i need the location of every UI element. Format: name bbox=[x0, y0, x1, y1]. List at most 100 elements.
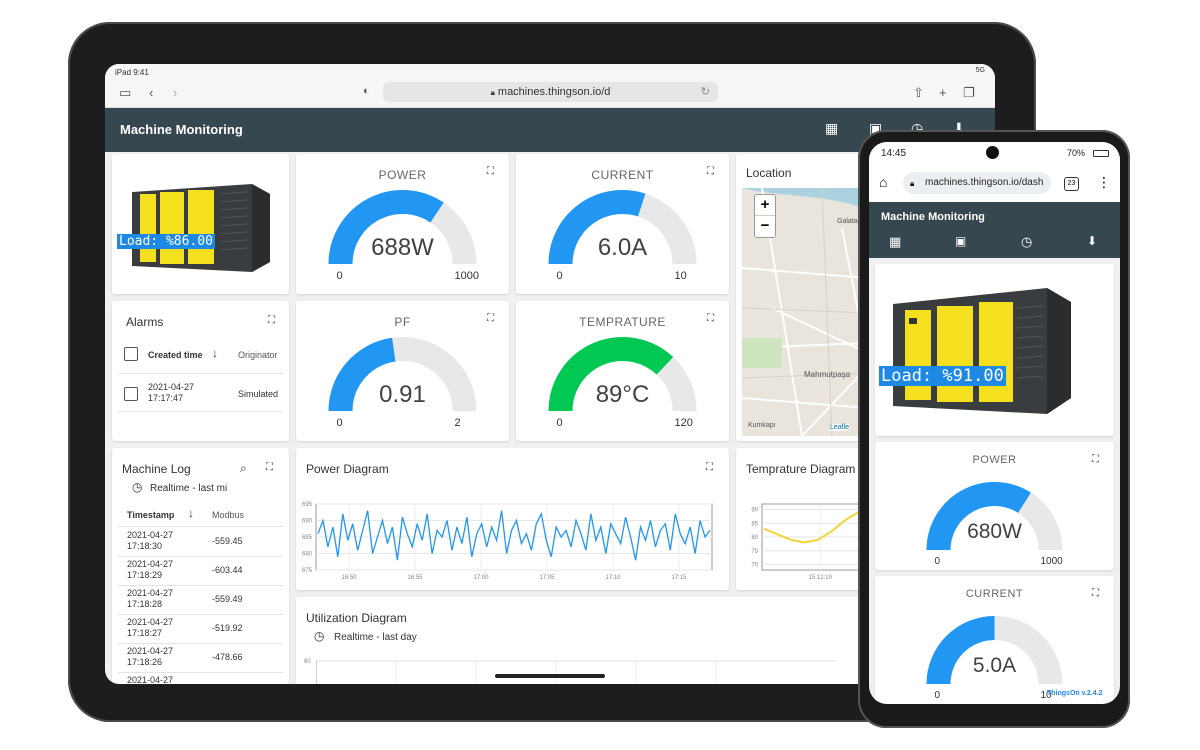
map-attribution-link[interactable]: Leafle bbox=[830, 424, 850, 431]
battery-percent: 70% bbox=[1067, 148, 1086, 158]
temperature-gauge-card: TEMPRATURE ⛶ 89°C 0 120 bbox=[516, 301, 729, 441]
phone-address-bar[interactable]: machines.thingson.io/dash bbox=[903, 172, 1051, 194]
gauge-max: 1000 bbox=[454, 270, 479, 282]
gauge-fill bbox=[328, 337, 396, 412]
column-header-modbus[interactable]: Modbus bbox=[212, 510, 245, 520]
new-tab-icon[interactable]: + bbox=[939, 85, 947, 100]
phone-current-gauge-card: CURRENT ⛶ 5.0A 0 10 bbox=[875, 576, 1114, 704]
log-timestamp: 2021-04-27 17:18:28 bbox=[127, 588, 174, 609]
compressor-image bbox=[132, 184, 270, 272]
y-tick-label: 70 bbox=[751, 563, 758, 569]
download-icon[interactable]: ⬇ bbox=[1087, 234, 1098, 248]
fullscreen-icon[interactable]: ⛶ bbox=[1092, 454, 1099, 465]
devices-icon[interactable]: ▣ bbox=[955, 234, 967, 248]
download-icon[interactable]: ⬇ bbox=[953, 120, 965, 136]
column-header-created-time[interactable]: Created time bbox=[148, 350, 203, 360]
y-tick-label: 675 bbox=[302, 568, 313, 574]
phone-status-bar: 14:45 70% bbox=[869, 142, 1120, 166]
fullscreen-icon[interactable]: ⛶ bbox=[487, 166, 494, 177]
row-checkbox[interactable] bbox=[124, 387, 138, 401]
location-title: Location bbox=[746, 166, 792, 180]
select-all-checkbox[interactable] bbox=[124, 347, 138, 361]
y-tick-label: 85 bbox=[751, 521, 758, 527]
sidebar-icon[interactable]: ▭ bbox=[119, 85, 132, 100]
app-header: Machine Monitoring ▦ ▣ ◷ ⬇ bbox=[105, 108, 995, 152]
timewindow-label[interactable]: Realtime - last day bbox=[334, 632, 417, 643]
log-value: -478.66 bbox=[212, 652, 243, 662]
utilization-diagram-title: Utilization Diagram bbox=[306, 611, 407, 625]
sort-down-icon[interactable]: ↓ bbox=[212, 346, 218, 360]
log-value: -519.92 bbox=[212, 623, 243, 633]
column-header-timestamp[interactable]: Timestamp bbox=[127, 510, 175, 520]
gauge-label: TEMPRATURE bbox=[579, 315, 666, 329]
zoom-out-button[interactable]: − bbox=[760, 217, 770, 234]
pf-gauge-card: PF ⛶ 0.91 0 2 bbox=[296, 301, 509, 441]
y-tick-label: 685 bbox=[302, 535, 313, 541]
gauge-arc bbox=[328, 190, 477, 265]
home-icon[interactable]: ⌂ bbox=[879, 174, 888, 190]
fullscreen-icon[interactable]: ⛶ bbox=[707, 166, 714, 177]
fullscreen-icon[interactable]: ⛶ bbox=[706, 462, 713, 473]
forward-icon[interactable]: › bbox=[173, 85, 178, 100]
utilization-chart-grid bbox=[316, 660, 836, 684]
gauge-max: 120 bbox=[674, 417, 693, 429]
timewindow-label[interactable]: Realtime - last mi bbox=[150, 483, 228, 494]
log-value: -559.45 bbox=[212, 536, 243, 546]
share-icon[interactable]: ⇧ bbox=[913, 85, 924, 100]
more-menu-icon[interactable]: ⋮ bbox=[1097, 174, 1111, 190]
app-title: Machine Monitoring bbox=[120, 122, 243, 137]
gauge-arc bbox=[548, 190, 697, 265]
fullscreen-icon[interactable]: ⛶ bbox=[1092, 588, 1099, 599]
sort-down-icon[interactable]: ↓ bbox=[188, 506, 194, 520]
lock-icon: 🔒︎ bbox=[910, 179, 915, 188]
zoom-in-button[interactable]: + bbox=[755, 195, 775, 216]
divider bbox=[118, 585, 283, 586]
alarm-originator: Simulated bbox=[238, 389, 279, 399]
gauge-max: 2 bbox=[454, 417, 461, 429]
status-time: 14:45 bbox=[881, 148, 907, 159]
divider bbox=[118, 672, 283, 673]
fullscreen-icon[interactable]: ⛶ bbox=[266, 462, 273, 473]
y-tick-label: 680 bbox=[302, 552, 313, 558]
x-tick-label: 17:00 bbox=[473, 575, 489, 581]
fullscreen-icon[interactable]: ⛶ bbox=[707, 313, 714, 324]
log-timestamp: 2021-04-27 17:18:27 bbox=[127, 617, 174, 638]
gauge-value: 5.0A bbox=[972, 654, 1017, 677]
front-camera bbox=[986, 146, 999, 159]
gauge-min: 0 bbox=[934, 690, 941, 701]
phone-app-title: Machine Monitoring bbox=[881, 211, 985, 223]
gauge-label: POWER bbox=[972, 454, 1017, 466]
gauge-fill bbox=[926, 482, 1031, 551]
privacy-shield-icon[interactable]: ◐ bbox=[363, 85, 370, 97]
x-tick-label: 17:10 bbox=[605, 575, 621, 581]
gauge-arc bbox=[926, 616, 1063, 685]
power-gauge-card: POWER ⛶ 688W 0 1000 bbox=[296, 154, 509, 294]
gauge-fill bbox=[548, 190, 646, 265]
column-header-originator[interactable]: Originator bbox=[238, 350, 278, 360]
divider bbox=[118, 556, 283, 557]
version-footer: ThingsOn v.2.4.2 bbox=[1047, 690, 1103, 697]
gauge-value: 680W bbox=[967, 520, 1022, 543]
alarms-card: Alarms ⛶ Created time ↓ Originator 2021-… bbox=[112, 301, 289, 441]
address-bar[interactable]: 🔒︎ machines.thingson.io/d ↻ bbox=[383, 82, 718, 102]
back-icon[interactable]: ‹ bbox=[149, 85, 154, 100]
reload-icon[interactable]: ↻ bbox=[700, 86, 710, 98]
y-tick-label: 80 bbox=[751, 535, 758, 541]
log-timestamp: 2021-04-27 17:18:26 bbox=[127, 646, 174, 667]
gauge-min: 0 bbox=[556, 270, 563, 282]
status-signal: 5G bbox=[975, 67, 985, 74]
gauge-value: 89°C bbox=[595, 381, 650, 408]
search-icon[interactable]: ⌕ bbox=[240, 461, 247, 475]
tab-count-button[interactable]: 23 bbox=[1064, 177, 1079, 191]
fullscreen-icon[interactable]: ⛶ bbox=[487, 313, 494, 324]
gauge-value: 6.0A bbox=[597, 234, 648, 261]
dashboard-icon[interactable]: ▦ bbox=[825, 120, 839, 136]
gauge-fill bbox=[548, 337, 674, 412]
clock-icon[interactable]: ◷ bbox=[1021, 234, 1033, 249]
fullscreen-icon[interactable]: ⛶ bbox=[268, 315, 275, 326]
tabs-icon[interactable]: ❐ bbox=[963, 85, 975, 100]
divider bbox=[118, 411, 283, 412]
gauge-label: PF bbox=[394, 315, 411, 329]
log-timestamp: 2021-04-27 bbox=[127, 675, 174, 684]
dashboard-icon[interactable]: ▦ bbox=[889, 234, 902, 249]
